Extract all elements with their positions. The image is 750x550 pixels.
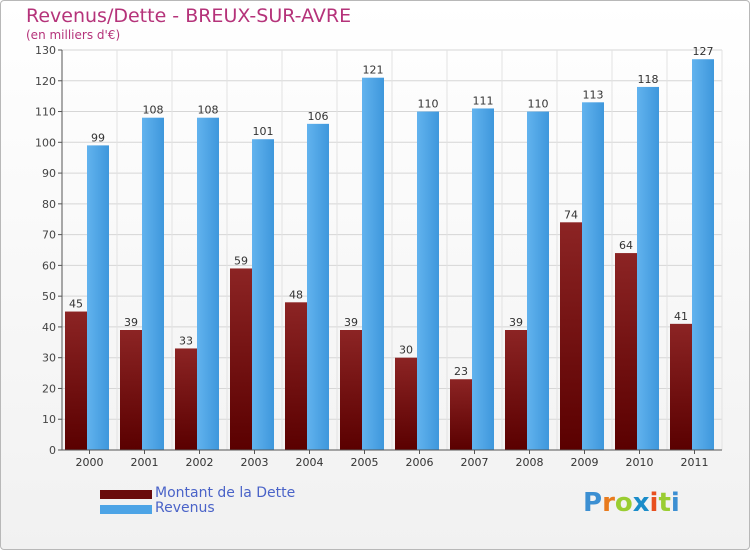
legend-label-dette: Montant de la Dette	[155, 485, 296, 501]
bar-dette	[395, 357, 417, 450]
y-tick-label: 80	[42, 198, 56, 211]
bar-dette	[450, 379, 472, 450]
x-tick-label: 2004	[296, 456, 324, 469]
y-tick-label: 100	[35, 136, 56, 149]
bars-layer: 45 99 39 108 33 108 59 101 48 106 39 121 30 110 23 111 3…	[65, 45, 714, 451]
chart-title: Revenus/Dette - BREUX-SUR-AVRE	[26, 5, 352, 27]
data-label-dette: 74	[564, 208, 578, 221]
x-tick-label: 2008	[516, 456, 544, 469]
logo-letter: x	[632, 488, 650, 518]
proxiti-logo: Proxiti	[583, 488, 680, 518]
data-label-revenus: 108	[198, 104, 219, 117]
x-tick-label: 2009	[571, 456, 599, 469]
bar-dette	[505, 330, 527, 450]
data-label-dette: 48	[289, 288, 303, 301]
bar-dette	[65, 311, 87, 450]
data-label-dette: 59	[234, 254, 248, 267]
bar-revenus	[307, 123, 329, 450]
data-label-dette: 30	[399, 344, 413, 357]
y-tick-label: 30	[42, 352, 56, 365]
data-label-dette: 33	[179, 334, 193, 347]
data-label-dette: 23	[454, 365, 468, 378]
logo-letter: t	[658, 488, 671, 518]
logo-letter: o	[614, 488, 633, 518]
data-label-revenus: 127	[693, 45, 714, 58]
bar-dette	[175, 348, 197, 450]
bar-revenus	[362, 77, 384, 450]
data-label-revenus: 106	[308, 110, 329, 123]
data-label-dette: 39	[124, 316, 138, 329]
logo-letter: r	[602, 488, 615, 518]
bar-revenus	[637, 86, 659, 450]
chart-subtitle: (en milliers d'€)	[26, 28, 121, 42]
bar-revenus	[417, 111, 439, 451]
y-tick-label: 120	[35, 75, 56, 88]
y-tick-label: 70	[42, 229, 56, 242]
y-tick-label: 90	[42, 167, 56, 180]
y-tick-label: 10	[42, 413, 56, 426]
bar-revenus	[142, 117, 164, 450]
data-label-revenus: 110	[528, 98, 549, 111]
x-tick-label: 2007	[461, 456, 489, 469]
data-label-revenus: 108	[143, 104, 164, 117]
x-tick-label: 2005	[351, 456, 379, 469]
y-tick-label: 60	[42, 259, 56, 272]
y-tick-label: 50	[42, 290, 56, 303]
y-tick-label: 40	[42, 321, 56, 334]
logo-letter: i	[670, 488, 680, 518]
logo-letter: P	[583, 488, 603, 518]
data-label-dette: 39	[509, 316, 523, 329]
data-label-dette: 41	[674, 310, 688, 323]
data-label-revenus: 101	[253, 125, 274, 138]
bar-dette	[230, 268, 252, 450]
grid-layer	[61, 49, 723, 451]
bar-revenus	[252, 139, 274, 450]
x-tick-label: 2010	[626, 456, 654, 469]
bar-dette	[670, 323, 692, 450]
data-label-revenus: 111	[473, 94, 494, 107]
axis-layer: 0 10 20 30 40 50 60 70 80 90 100 110 120 130 2000 2001 2…	[35, 44, 722, 469]
x-tick-label: 2001	[131, 456, 159, 469]
y-tick-label: 20	[42, 382, 56, 395]
x-tick-label: 2011	[681, 456, 709, 469]
data-label-dette: 64	[619, 239, 633, 252]
bar-revenus	[472, 108, 494, 450]
legend-swatch-revenus	[100, 505, 152, 514]
bar-revenus	[692, 59, 714, 450]
legend-swatch-dette	[100, 490, 152, 499]
y-tick-label: 110	[35, 106, 56, 119]
data-label-revenus: 118	[638, 73, 659, 86]
y-tick-label: 0	[49, 444, 56, 457]
bar-dette	[560, 222, 582, 450]
bar-dette	[615, 253, 637, 450]
data-label-revenus: 121	[363, 64, 384, 77]
x-tick-label: 2003	[241, 456, 269, 469]
data-label-revenus: 113	[583, 88, 604, 101]
bar-revenus	[527, 111, 549, 451]
y-tick-label: 130	[35, 44, 56, 57]
logo-letter: i	[649, 488, 659, 518]
bar-revenus	[87, 145, 109, 450]
data-label-revenus: 99	[91, 131, 105, 144]
x-tick-label: 2006	[406, 456, 434, 469]
bar-dette	[285, 302, 307, 450]
bar-revenus	[197, 117, 219, 450]
x-tick-label: 2000	[76, 456, 104, 469]
bar-dette	[340, 330, 362, 450]
data-label-dette: 39	[344, 316, 358, 329]
data-label-revenus: 110	[418, 98, 439, 111]
bar-revenus	[582, 102, 604, 451]
data-label-dette: 45	[69, 298, 83, 311]
legend-label-revenus: Revenus	[155, 500, 215, 516]
bar-dette	[120, 330, 142, 450]
x-tick-label: 2002	[186, 456, 214, 469]
